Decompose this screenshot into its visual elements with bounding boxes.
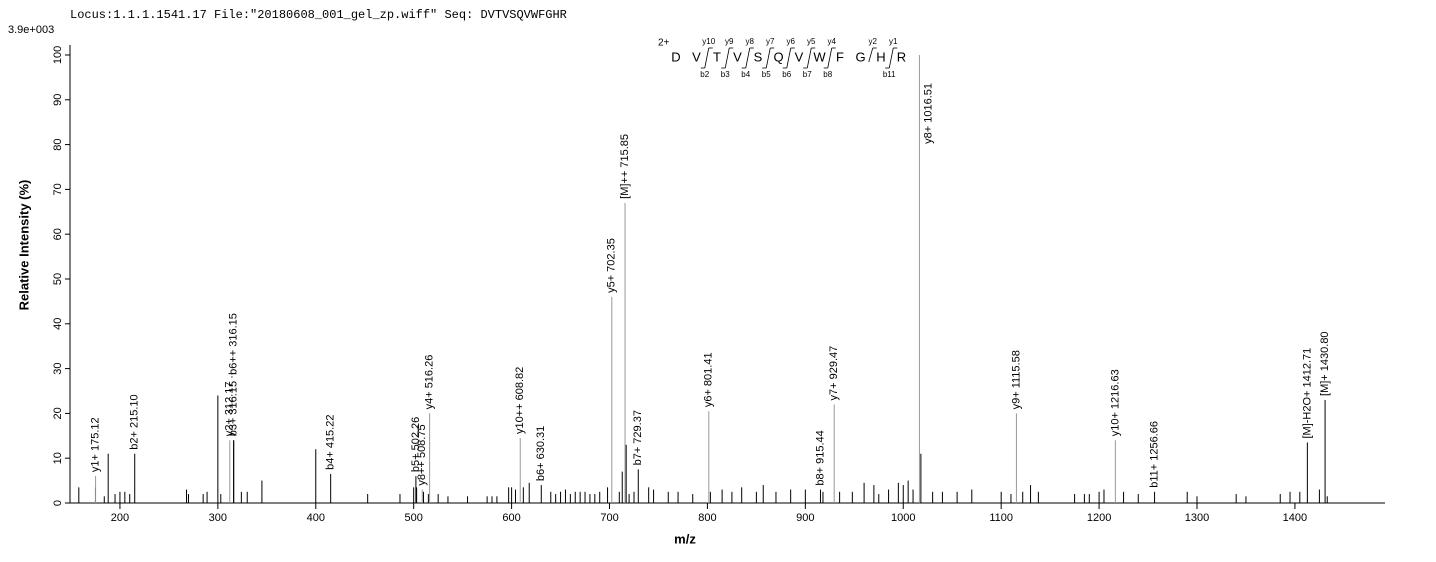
y-tick-label: 40 (52, 318, 64, 330)
b-ion: b8 (823, 70, 832, 79)
y-ion: y7 (766, 37, 775, 46)
residue: R (897, 49, 906, 64)
cleavage (868, 47, 874, 63)
y-tick-label: 10 (52, 452, 64, 464)
b-ion: b7 (803, 70, 812, 79)
x-tick-label: 1000 (891, 512, 915, 524)
x-tick-label: 300 (209, 512, 227, 524)
cleavage (765, 47, 771, 69)
y-tick-label: 0 (52, 500, 64, 506)
x-tick-label: 1100 (989, 512, 1013, 524)
peak-label: y7+ 929.47 (828, 346, 840, 401)
x-tick-label: 1200 (1087, 512, 1111, 524)
residue: S (754, 49, 763, 64)
residue: H (876, 49, 885, 64)
peak-label: y1+ 175.12 (89, 417, 101, 472)
peak-label: b6+ 630.31 (535, 426, 547, 481)
b-ion: b5 (762, 70, 771, 79)
peak-label: b3+ 316.15 (228, 381, 240, 436)
b-ion: b2 (700, 70, 709, 79)
charge: 2+ (658, 38, 670, 49)
chart-title: Locus:1.1.1.1541.17 File:"20180608_001_g… (70, 8, 567, 22)
x-tick-label: 1400 (1283, 512, 1307, 524)
y-ion: y4 (828, 37, 837, 46)
peak-label: y5+ 702.35 (606, 238, 618, 293)
y-ion: y8 (746, 37, 755, 46)
x-tick-label: 800 (698, 512, 716, 524)
cleavage (827, 47, 833, 69)
residue: W (813, 49, 826, 64)
peak-label: y10++ 608.82 (514, 367, 526, 434)
cleavage (724, 47, 730, 69)
peak-label: b6++ 316.15 (228, 313, 240, 375)
x-tick-label: 500 (405, 512, 423, 524)
y-ion: y9 (725, 37, 734, 46)
peak-label: y9+ 1115.58 (1010, 350, 1022, 409)
peak-label: b5+ 502.26 (410, 417, 422, 472)
peak-label: b11+ 1256.66 (1148, 421, 1160, 488)
peak-label: y2+ 312.17 .. (224, 372, 236, 436)
residue: V (795, 49, 804, 64)
y-ion: y1 (889, 37, 898, 46)
x-tick-label: 400 (307, 512, 325, 524)
x-tick-label: 600 (502, 512, 520, 524)
y-tick-label: 90 (52, 94, 64, 106)
peak-label: y8+ 1016.51 (922, 83, 934, 144)
peak-label: y6+ 801.41 (703, 352, 715, 407)
residue: V (692, 49, 701, 64)
y-ion: y6 (787, 37, 796, 46)
y-tick-label: 100 (52, 46, 64, 64)
y-tick-label: 20 (52, 407, 64, 419)
residue: V (733, 49, 742, 64)
cleavage (704, 47, 710, 69)
x-tick-label: 200 (111, 512, 129, 524)
y-ion: y10 (702, 37, 715, 46)
cleavage (745, 47, 751, 69)
residue: T (713, 49, 721, 64)
peak-label: [M]-H2O+ 1412.71 (1301, 348, 1313, 439)
y-tick-label: 80 (52, 138, 64, 150)
x-tick-label: 1300 (1185, 512, 1209, 524)
cleavage (806, 47, 812, 69)
peak-label: b8+ 915.44 (814, 430, 826, 485)
peak-label: b4+ 415.22 (325, 415, 337, 470)
y-tick-label: 70 (52, 183, 64, 195)
cleavage (888, 47, 894, 69)
peak-label: y8++ 508.75 (416, 424, 428, 485)
b-ion: b11 (883, 70, 896, 79)
x-tick-label: 700 (600, 512, 618, 524)
scale-label: 3.9e+003 (8, 24, 54, 36)
y-axis-label: Relative Intensity (%) (16, 180, 31, 311)
peak-label: y4+ 516.26 (424, 355, 436, 410)
peak-label: [M]++ 715.85 (619, 134, 631, 199)
peak-label: b7+ 729.37 (632, 410, 644, 465)
residue: F (836, 49, 844, 64)
residue: Q (773, 49, 783, 64)
b-ion: b3 (721, 70, 730, 79)
cleavage (786, 47, 792, 69)
y-tick-label: 60 (52, 228, 64, 240)
x-axis-label: m/z (674, 531, 696, 546)
y-ion: y5 (807, 37, 816, 46)
b-ion: b4 (741, 70, 750, 79)
y-ion: y2 (869, 37, 878, 46)
x-tick-label: 900 (796, 512, 814, 524)
y-tick-label: 30 (52, 362, 64, 374)
b-ion: b6 (782, 70, 791, 79)
peak-label: b2+ 215.10 (129, 394, 141, 449)
peak-label: [M]+ 1430.80 (1319, 331, 1331, 396)
y-tick-label: 50 (52, 273, 64, 285)
residue: G (855, 49, 865, 64)
peak-label: y10+ 1216.63 (1109, 369, 1121, 436)
residue: D (671, 49, 680, 64)
